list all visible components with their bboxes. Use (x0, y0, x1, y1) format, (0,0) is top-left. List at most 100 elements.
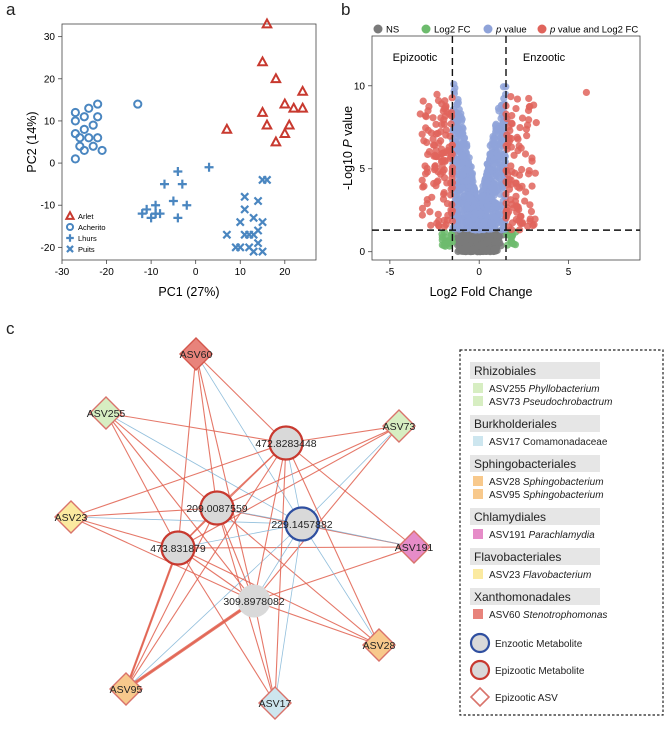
network-edge-epizootic (105, 412, 179, 549)
legend-taxon: ASV28 Sphingobacterium (489, 477, 604, 488)
pca-point-acherito (84, 133, 94, 143)
pca-point-arlet (269, 72, 282, 84)
pfc-point (517, 144, 525, 152)
network-legend: Rhizobiales ASV255 Phyllobacterium ASV73 P… (459, 349, 664, 716)
legend-order-label: Burkholderiales (474, 417, 557, 431)
pfc-point (443, 199, 452, 208)
ns-point (491, 238, 499, 246)
pfc-point (508, 168, 516, 176)
pfc-point (418, 130, 426, 138)
pfc-point (443, 148, 451, 157)
p-point (450, 80, 458, 88)
pca-point-acherito (79, 112, 89, 122)
p-point (491, 185, 499, 193)
network-node-label: ASV60 (180, 349, 213, 361)
pca-scatter-chart: -30 -20 -10 0 10 20 -20 -10 0 10 20 30 Arlet Acherit… (25, 17, 317, 299)
pfc-point (429, 114, 437, 122)
network-edge-epizootic (274, 442, 287, 704)
volcano-legend: NS Log2 FC p value p value and Log2 FC (373, 24, 638, 36)
network-edge-epizootic (216, 507, 380, 646)
pfc-point (427, 221, 435, 229)
pfc-point (523, 132, 531, 140)
network-edge-enzootic (105, 412, 303, 525)
pfc-point (524, 106, 533, 115)
pfc-point (425, 102, 433, 111)
pca-x-tick-label: -10 (144, 267, 159, 278)
legend-symbol (469, 686, 491, 708)
pca-x-tick-label: 0 (193, 267, 199, 278)
volcano-legend-swatch (537, 24, 547, 34)
pca-point-acherito (70, 107, 80, 118)
network-legend-box (459, 349, 664, 716)
network-edge-epizootic (177, 442, 287, 549)
pca-point-arlet (220, 122, 233, 134)
pfc-point (508, 111, 516, 120)
pca-y-tick-label: 30 (44, 32, 56, 43)
legend-swatch (473, 476, 483, 486)
pca-point-puits (222, 230, 232, 240)
network-node-m209: 209.0087559 (186, 490, 248, 526)
pfc-point (435, 139, 443, 147)
pfc-point (528, 182, 536, 190)
pca-point-lhurs (159, 179, 169, 189)
p-point (482, 171, 491, 179)
pca-legend: Arlet Acherito Lhurs Puits (64, 210, 106, 254)
network-node-asv60: ASV60 (179, 337, 213, 371)
pfc-point (438, 121, 446, 129)
volcano-x-axis-label: Log2 Fold Change (430, 285, 533, 299)
panel-label-c: c (6, 319, 15, 338)
pca-point-arlet (278, 97, 291, 109)
p-point (459, 129, 467, 138)
fc-point (445, 238, 453, 246)
p-point (455, 145, 464, 153)
network-edge-epizootic (105, 412, 255, 602)
network-edge-epizootic (177, 547, 380, 646)
fc-point (508, 231, 517, 239)
network-edge-epizootic (285, 425, 400, 444)
network-edge-epizootic (125, 507, 218, 690)
pfc-point (507, 92, 515, 101)
network-edge-enzootic (301, 523, 380, 646)
pfc-point (505, 137, 514, 145)
network-node-label: 473.831879 (150, 543, 206, 555)
pca-point-acherito (97, 145, 107, 156)
network-edge-epizootic (70, 442, 287, 518)
legend-order-header-bg (470, 455, 600, 472)
network-node-m229: 229.1457882 (271, 506, 333, 542)
pca-point-lhurs (177, 179, 187, 189)
pca-y-tick-label: 20 (44, 74, 56, 85)
pfc-point (418, 211, 426, 219)
fc-point (447, 230, 456, 238)
p-point (464, 217, 472, 225)
pca-point-acherito (70, 116, 80, 126)
legend-swatch (473, 609, 483, 619)
network-diagram: ASV60 ASV255 ASV73 ASV23 ASV191 ASV95 ASV28 ASV… (54, 337, 433, 720)
pca-point-puits (240, 192, 250, 202)
network-edge-enzootic (195, 353, 303, 525)
legend-order-header-bg (470, 362, 600, 379)
panel-label-a: a (6, 0, 16, 19)
network-edge-epizootic (195, 353, 255, 602)
pfc-point (431, 164, 439, 172)
p-point (453, 101, 461, 109)
legend-swatch (473, 436, 483, 446)
network-node-label: 209.0087559 (186, 503, 247, 515)
legend-swatch (473, 396, 483, 406)
pca-point-puits (253, 238, 263, 248)
network-node-asv73: ASV73 (382, 409, 416, 443)
pfc-point (507, 226, 516, 234)
pfc-point (440, 223, 449, 231)
pfc-point (582, 88, 591, 97)
pfc-point (522, 188, 530, 196)
pfc-point (442, 131, 450, 139)
region-label-epizootic: Epizootic (393, 52, 438, 64)
pca-point-puits (235, 217, 245, 227)
p-point (491, 198, 499, 207)
pfc-point (423, 138, 431, 147)
legend-order-label: Rhizobiales (474, 364, 536, 378)
legend-swatch (473, 383, 483, 393)
legend-order-header-bg (470, 548, 600, 565)
pfc-point (440, 174, 449, 182)
p-point (497, 159, 505, 167)
volcano-y-tick-label: 0 (359, 247, 365, 258)
